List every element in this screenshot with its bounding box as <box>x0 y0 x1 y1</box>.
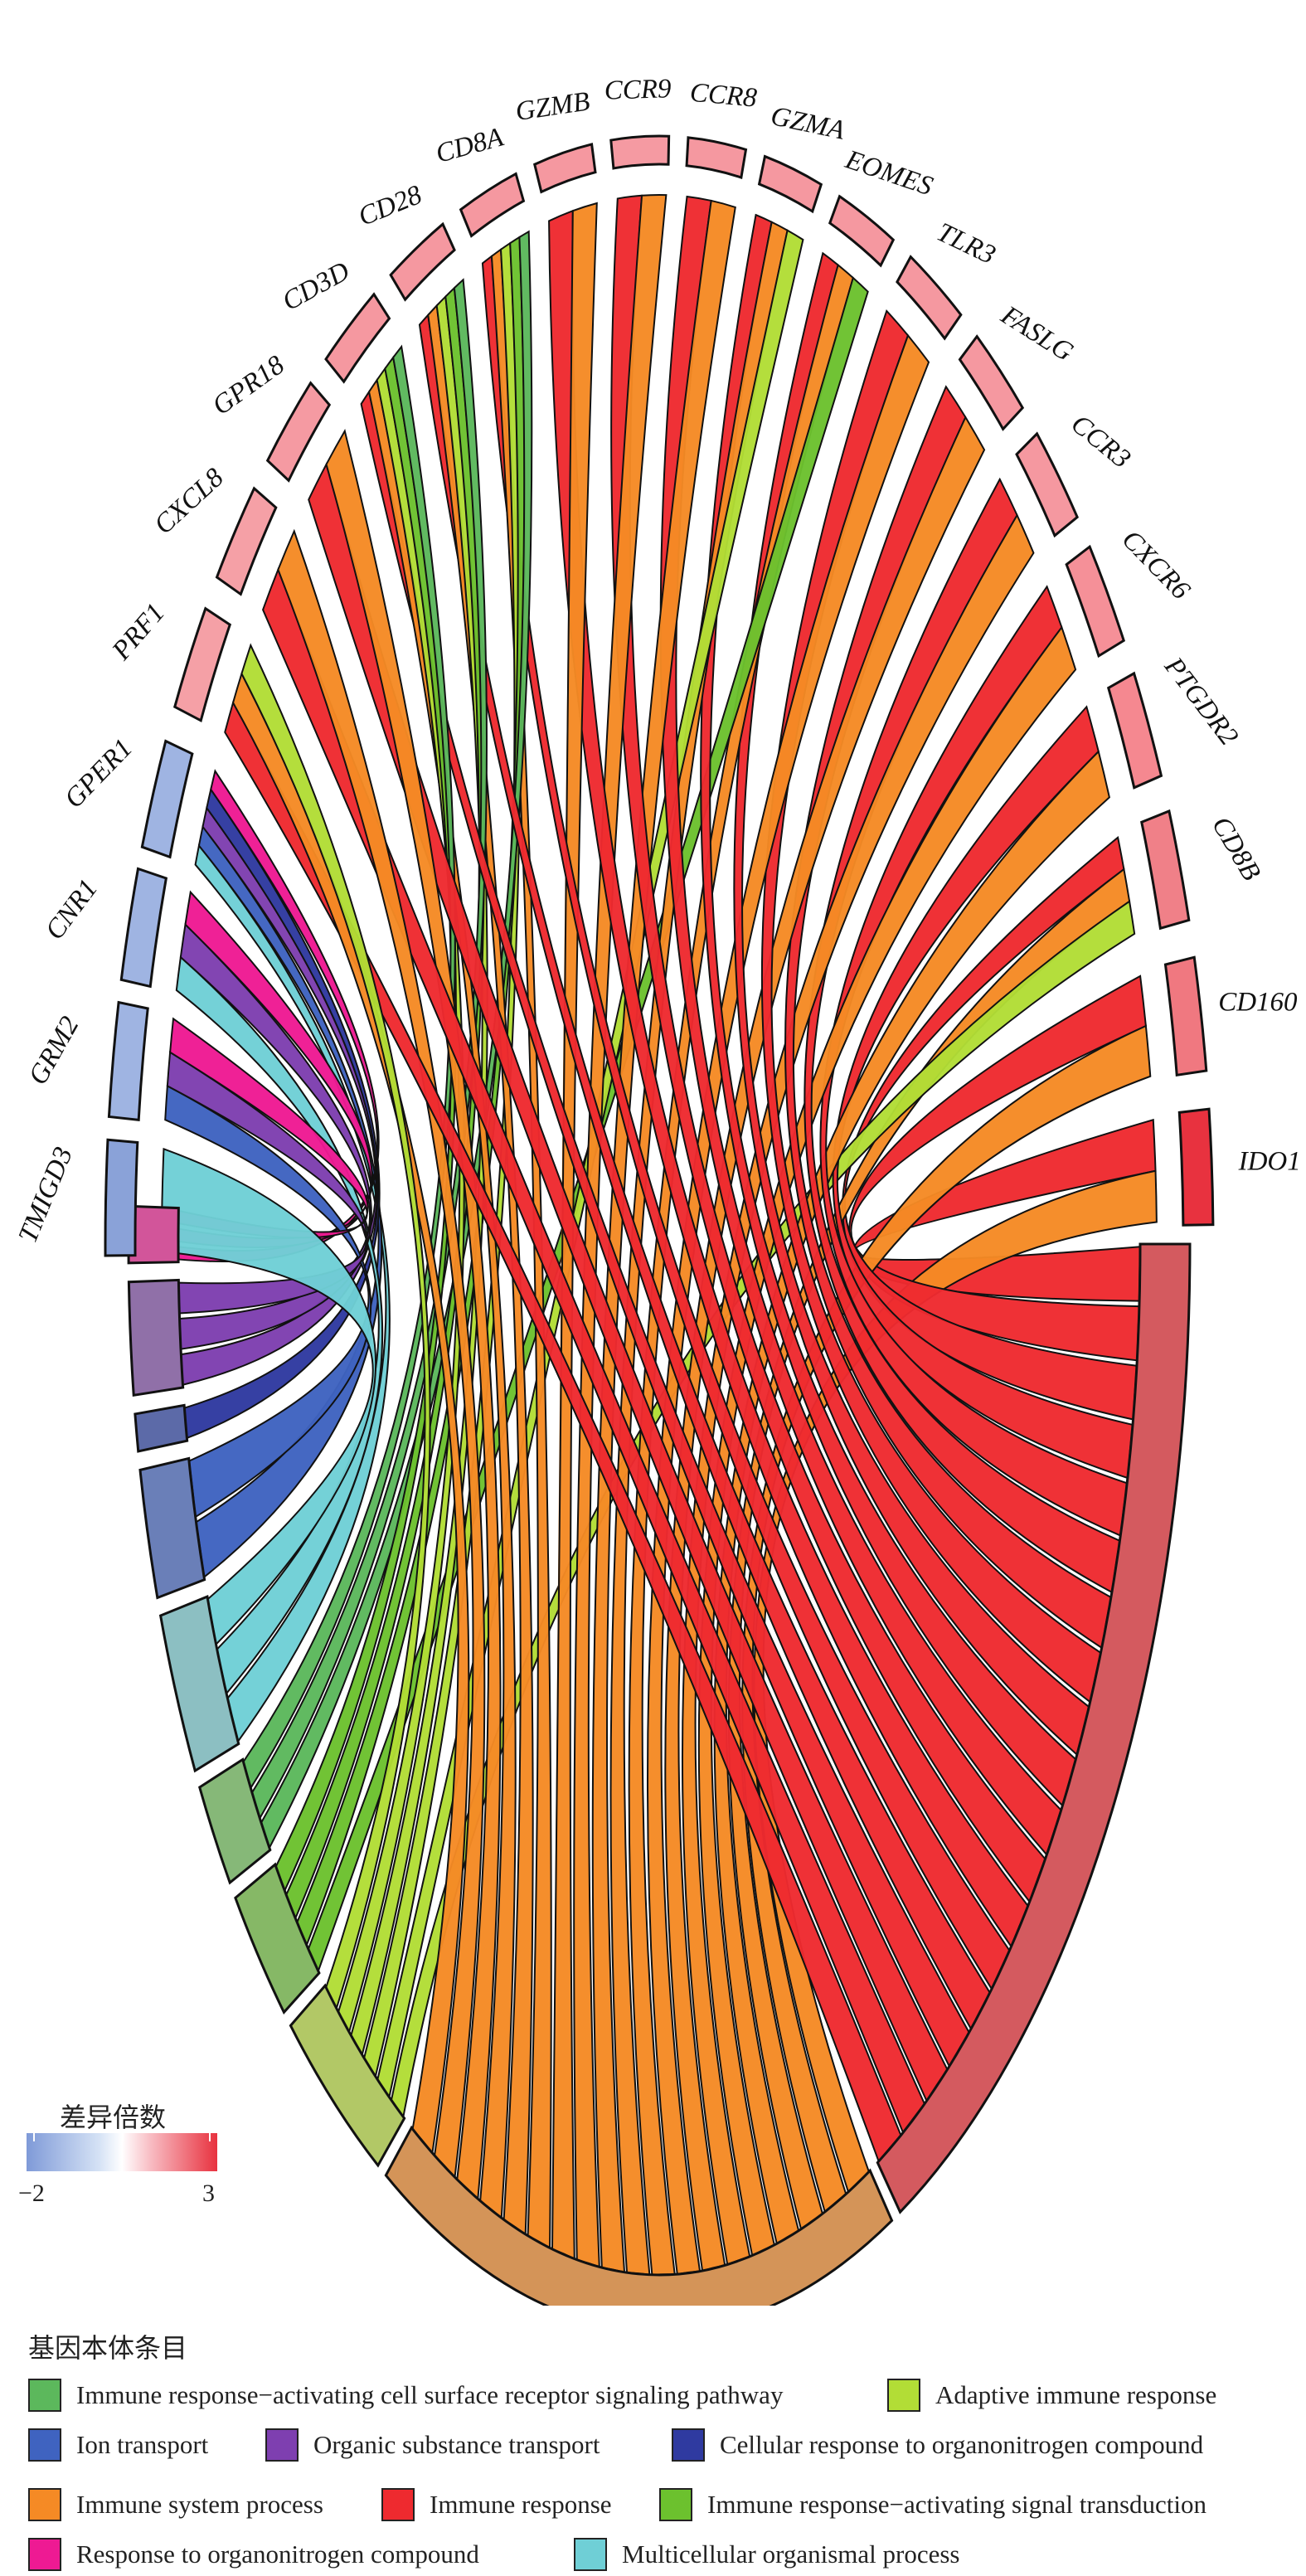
legend-swatch <box>574 2538 607 2571</box>
gene-segment <box>119 867 168 989</box>
term-segment <box>138 1456 206 1600</box>
legend-item: Organic substance transport <box>265 2428 600 2462</box>
legend-item: Immune response <box>381 2488 612 2521</box>
legend-label: Immune response−activating signal transd… <box>707 2490 1207 2519</box>
term-segment <box>127 1278 185 1397</box>
gene-segment <box>1065 544 1126 659</box>
gene-label: CD28 <box>354 180 426 232</box>
gene-label: IDO1 <box>1238 1147 1301 1177</box>
gene-segment <box>1106 671 1163 790</box>
term-segment <box>158 1595 240 1773</box>
gene-label: PRF1 <box>106 598 171 667</box>
scale-max-label: 3 <box>202 2180 215 2207</box>
scale-title: 差异倍数 <box>60 2102 167 2132</box>
segment-layer <box>104 134 1215 2306</box>
gene-label: CD8A <box>433 122 507 169</box>
gene-segment <box>609 134 671 170</box>
legend-swatch <box>672 2428 705 2462</box>
gene-segment <box>215 486 278 596</box>
legend-swatch <box>28 2538 61 2571</box>
gene-segment <box>685 136 748 179</box>
gene-segment <box>459 172 526 238</box>
scale-tick <box>122 2133 124 2141</box>
legend-swatch <box>28 2488 61 2521</box>
legend-swatch <box>28 2379 61 2412</box>
term-segment <box>384 2125 894 2306</box>
legend-swatch <box>265 2428 299 2462</box>
gene-label: FASLG <box>995 300 1078 368</box>
gene-label: CCR8 <box>689 78 759 114</box>
term-segment <box>289 1983 406 2168</box>
term-segment <box>197 1757 272 1885</box>
legend-label: Ion transport <box>76 2430 209 2459</box>
legend-label: Response to organonitrogen compound <box>76 2540 479 2569</box>
gene-segment <box>172 606 232 722</box>
gene-segment <box>1015 431 1079 538</box>
scale-tick <box>33 2133 35 2141</box>
legend-item: Adaptive immune response <box>887 2379 1216 2412</box>
term-segment <box>234 1862 321 2015</box>
gene-segment <box>140 739 194 859</box>
gene-label: GZMB <box>513 86 591 127</box>
gene-label: CD8B <box>1206 812 1266 886</box>
gene-label: CNR1 <box>40 874 104 945</box>
legend-label: Multicellular organismal process <box>622 2540 960 2569</box>
gene-label: GPER1 <box>59 733 138 814</box>
gene-segment <box>324 292 391 384</box>
gene-label: CD160 <box>1218 988 1298 1018</box>
legend-label: Organic substance transport <box>313 2430 600 2459</box>
gene-segment <box>958 334 1025 431</box>
legend-label: Adaptive immune response <box>935 2380 1217 2409</box>
legend-label: Immune system process <box>76 2490 323 2519</box>
ribbon-layer <box>161 194 1158 2276</box>
chord-ribbon <box>161 1147 376 1646</box>
legend-label: Immune response <box>430 2490 612 2519</box>
gene-label: CXCR6 <box>1116 525 1196 606</box>
gene-segment <box>896 255 963 341</box>
gene-label: GRM2 <box>23 1012 85 1090</box>
gene-segment <box>1177 1107 1215 1227</box>
gene-label: GZMA <box>768 101 847 146</box>
legend-label: Cellular response to organonitrogen comp… <box>720 2430 1204 2459</box>
legend-swatch <box>381 2488 415 2521</box>
chord-diagram: IDO1 CD160 CD8B PTGDR2 CXCR6 CCR3 FASLG TLR3 EOM… <box>13 74 1301 2306</box>
gene-segment <box>107 1000 149 1122</box>
term-segment <box>876 1242 1192 2214</box>
gene-segment <box>757 154 823 214</box>
term-segment <box>134 1403 189 1453</box>
legend-item: Response to organonitrogen compound <box>28 2538 479 2571</box>
gene-segment <box>104 1138 139 1257</box>
legend-item: Immune response−activating cell surface … <box>28 2379 783 2412</box>
gene-segment <box>1163 955 1208 1077</box>
gene-segment <box>265 381 332 483</box>
legend-title: 基因本体条目 <box>28 2333 188 2363</box>
gene-label: TMIGD3 <box>13 1143 79 1247</box>
legend-item: Immune system process <box>28 2488 323 2521</box>
legend-swatch <box>887 2379 920 2412</box>
gene-label: EOMES <box>841 144 936 202</box>
legend-swatch <box>659 2488 692 2521</box>
gene-label: PTGDR2 <box>1158 651 1244 751</box>
gene-label: TLR3 <box>932 217 1000 270</box>
gene-segment <box>389 221 456 302</box>
gene-label: GPR18 <box>207 350 290 421</box>
gene-label: CCR3 <box>1066 409 1136 474</box>
gene-segment <box>532 143 597 194</box>
legend-item: Immune response−activating signal transd… <box>659 2488 1206 2521</box>
gene-segment <box>828 194 896 268</box>
legend-item: Multicellular organismal process <box>574 2538 960 2571</box>
legend-swatch <box>28 2428 61 2462</box>
scale-tick <box>209 2133 211 2141</box>
gene-label: CXCL8 <box>148 463 230 541</box>
gene-label: CD3D <box>278 256 355 317</box>
legend-item: Cellular response to organonitrogen comp… <box>672 2428 1203 2462</box>
legend-item: Ion transport <box>28 2428 208 2462</box>
gene-label: CCR9 <box>604 74 672 105</box>
gene-segment <box>1140 809 1191 931</box>
legend-label: Immune response−activating cell surface … <box>76 2380 784 2409</box>
scale-min-label: −2 <box>18 2180 45 2207</box>
